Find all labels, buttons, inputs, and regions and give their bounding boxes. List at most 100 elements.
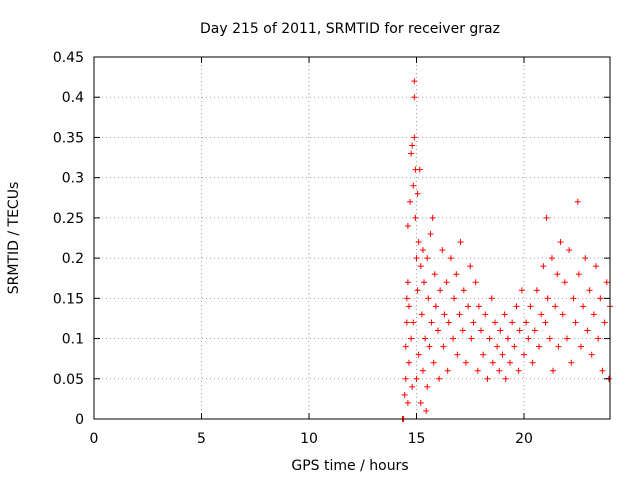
data-point [470,319,477,326]
data-point [432,303,439,310]
tick-labels-layer: 0 5 10 15 20 0 0.05 0.1 0.15 0.2 0.25 0.3 0.35 0.4 0.4… [53,50,533,447]
data-point [536,343,543,350]
data-point [511,343,518,350]
x-tick-label: 15 [408,431,426,447]
data-point [489,359,496,366]
data-point [542,319,549,326]
data-point [459,327,466,334]
y-tick-label: 0.15 [53,291,84,307]
data-point [410,319,417,326]
data-point [566,247,573,254]
data-point [574,198,581,205]
data-point [408,335,415,342]
data-point [548,255,555,262]
data-point [513,303,520,310]
data-point [409,142,416,149]
data-point [497,327,504,334]
data-point [453,271,460,278]
data-point [529,359,536,366]
data-point [472,279,479,286]
data-point [439,247,446,254]
x-tick-label: 5 [197,431,206,447]
data-point [546,335,553,342]
data-point [437,287,444,294]
data-point [491,319,498,326]
data-point [428,319,435,326]
data-point [597,295,604,302]
data-point [480,351,487,358]
data-point [544,295,551,302]
data-point [436,375,443,382]
data-point [488,295,495,302]
data-point [411,134,418,141]
data-point [572,319,579,326]
data-point [408,150,415,157]
data-point [431,271,438,278]
data-point [509,319,516,326]
data-point [570,295,577,302]
data-point [417,399,424,406]
data-point [450,335,457,342]
data-point [414,287,421,294]
data-point [410,182,417,189]
data-point [411,78,418,85]
data-point [456,311,463,318]
y-axis-label: SRMTID / TECUs [6,182,22,295]
data-point [404,399,411,406]
data-point [588,351,595,358]
data-point [515,367,522,374]
data-point [460,287,467,294]
data-point [440,343,447,350]
data-point [457,239,464,246]
data-point [419,367,426,374]
data-point [419,247,426,254]
y-tick-label: 0 [75,412,84,428]
data-point [521,351,527,358]
data-point [454,351,461,358]
data-point [414,190,421,197]
data-point [467,263,474,270]
points-layer [399,78,613,422]
data-point [601,319,608,326]
y-tick-label: 0.4 [62,90,84,106]
data-point [568,359,575,366]
data-point [415,239,422,246]
y-tick-label: 0.1 [62,332,84,348]
x-axis-label: GPS time / hours [291,458,408,474]
data-point [502,375,509,382]
data-point [418,311,425,318]
data-point [401,391,408,398]
data-point [575,271,582,278]
data-point [403,319,410,326]
data-point [559,311,566,318]
data-point [580,303,587,310]
data-point [443,279,450,286]
y-tick-label: 0.05 [53,372,84,388]
data-point [427,230,434,237]
y-tick-label: 0.25 [53,211,84,227]
data-point [422,335,429,342]
data-point [501,311,508,318]
data-point [516,327,523,334]
y-tick-label: 0.45 [53,50,84,66]
data-point [518,287,525,294]
data-point [595,335,602,342]
y-tick-label: 0.3 [62,171,84,187]
data-point [411,94,418,101]
data-point [525,335,532,342]
y-tick-label: 0.2 [62,251,84,267]
data-point [561,279,568,286]
chart-title: Day 215 of 2011, SRMTID for receiver gra… [200,21,500,37]
data-point [403,295,410,302]
data-point [445,319,452,326]
data-point [424,255,431,262]
data-point [416,166,423,173]
data-point [462,359,469,366]
data-point [451,295,458,302]
data-point [429,214,436,221]
ticks-layer [93,56,610,420]
data-point [447,255,454,262]
data-point [603,279,610,286]
data-point [417,263,424,270]
